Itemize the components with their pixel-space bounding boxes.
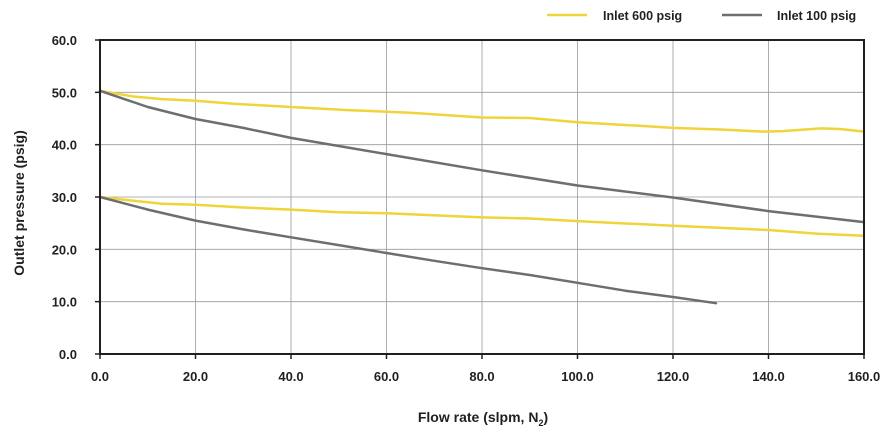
series-line-1 [98,89,866,224]
y-axis-title: Outlet pressure (psig) [11,130,27,275]
x-tick-label-4: 80.0 [469,369,494,384]
y-tick-label-3: 30.0 [52,190,77,205]
tick-labels: 0.0 20.0 40.0 60.0 80.0 100.0 120.0 140.0 160.0 0… [52,33,881,384]
x-axis-title-subscript: 2 [538,418,543,428]
y-tick-label-1: 10.0 [52,295,77,310]
series-line-2 [98,195,866,237]
y-tick-label-0: 0.0 [59,347,77,362]
x-tick-label-1: 20.0 [183,369,208,384]
y-tick-label-6: 60.0 [52,33,77,48]
series-lines [98,89,866,305]
legend-label-inlet-600: Inlet 600 psig [603,9,682,23]
x-tick-label-5: 100.0 [561,369,594,384]
x-tick-label-6: 120.0 [657,369,690,384]
x-axis-title-suffix: ) [543,409,548,425]
x-tick-label-0: 0.0 [91,369,109,384]
series-line-0 [98,89,866,133]
y-tick-label-4: 40.0 [52,138,77,153]
x-tick-label-8: 160.0 [848,369,881,384]
x-axis-title-main: Flow rate (slpm, N [418,409,539,425]
grid [99,39,865,355]
x-tick-label-3: 60.0 [374,369,399,384]
x-axis-title: Flow rate (slpm, N2) [418,409,548,428]
x-tick-label-7: 140.0 [752,369,785,384]
legend-label-inlet-100: Inlet 100 psig [777,9,856,23]
y-tick-label-5: 50.0 [52,85,77,100]
legend: Inlet 600 psig Inlet 100 psig [547,9,856,23]
series-line-3 [98,195,718,305]
x-tick-label-2: 40.0 [278,369,303,384]
y-tick-label-2: 20.0 [52,242,77,257]
